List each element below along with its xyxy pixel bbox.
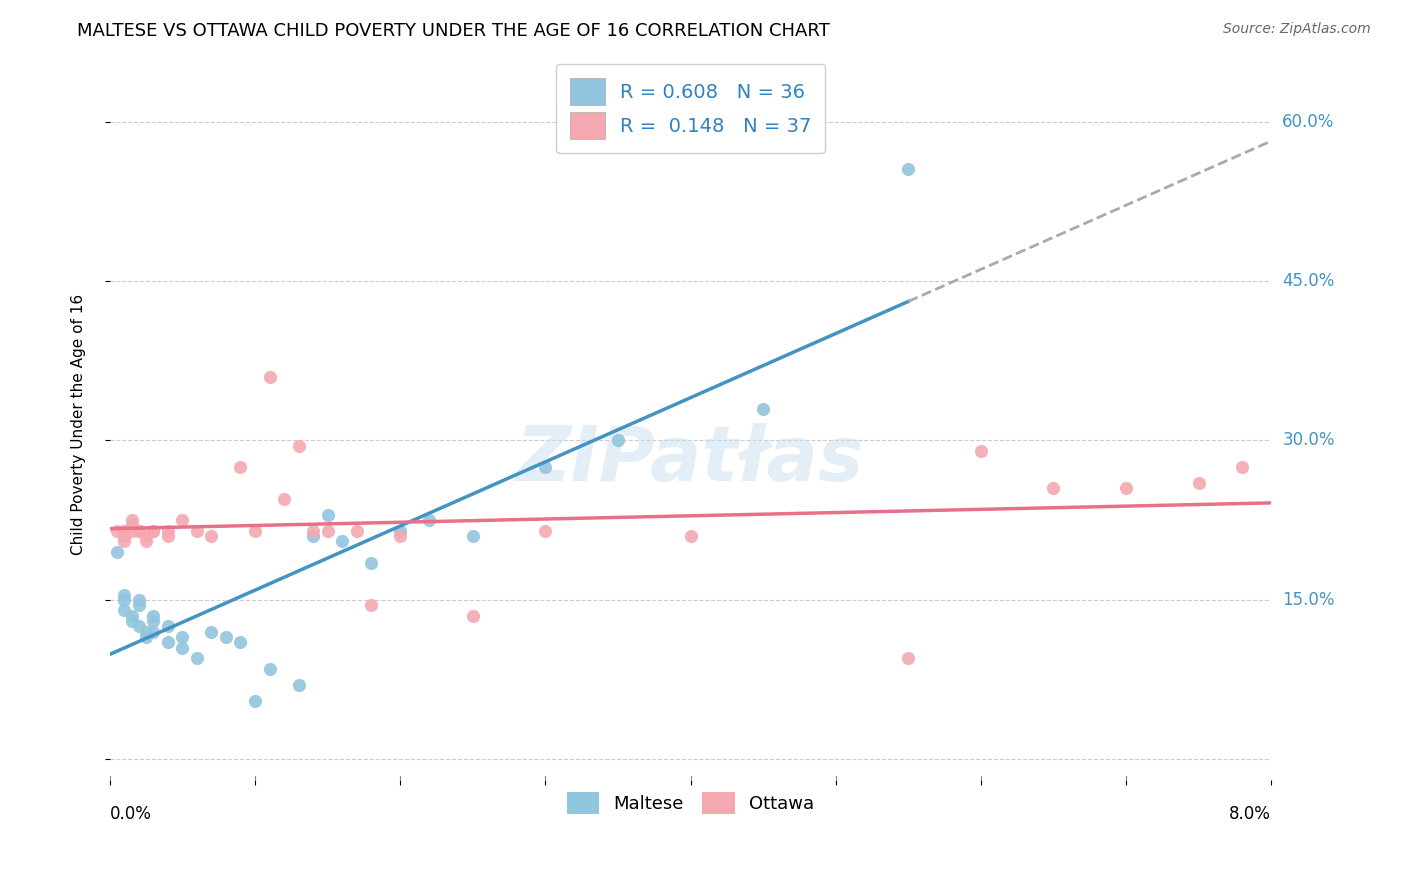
Text: 0.0%: 0.0% [110, 805, 152, 823]
Point [186, 524, 208, 538]
Point [142, 608, 165, 623]
Point [128, 524, 150, 538]
Point [128, 619, 150, 633]
Point [121, 524, 143, 538]
Point [1115, 481, 1137, 495]
Point [112, 603, 135, 617]
Point [606, 434, 628, 448]
Point [316, 508, 339, 522]
Point [273, 491, 295, 506]
Point [112, 524, 135, 538]
Point [135, 630, 157, 644]
Point [128, 592, 150, 607]
Point [360, 556, 382, 570]
Point [287, 678, 309, 692]
Point [142, 524, 165, 538]
Point [534, 460, 557, 475]
Point [534, 524, 557, 538]
Point [302, 529, 325, 543]
Point [142, 624, 165, 639]
Point [105, 545, 128, 559]
Point [200, 624, 222, 639]
Point [360, 598, 382, 612]
Point [897, 162, 920, 177]
Point [121, 614, 143, 628]
Point [156, 635, 179, 649]
Point [287, 439, 309, 453]
Point [128, 524, 150, 538]
Point [156, 529, 179, 543]
Point [142, 614, 165, 628]
Point [1230, 460, 1253, 475]
Point [135, 624, 157, 639]
Point [330, 534, 353, 549]
Point [461, 529, 484, 543]
Text: ZIPatłas: ZIPatłas [516, 423, 865, 497]
Point [1187, 475, 1209, 490]
Point [172, 640, 194, 655]
Point [142, 524, 165, 538]
Text: 60.0%: 60.0% [1282, 112, 1334, 130]
Point [752, 401, 775, 416]
Point [897, 651, 920, 665]
Point [105, 524, 128, 538]
Point [135, 529, 157, 543]
Text: Source: ZipAtlas.com: Source: ZipAtlas.com [1223, 22, 1371, 37]
Point [112, 588, 135, 602]
Point [1042, 481, 1064, 495]
Point [172, 630, 194, 644]
Text: 15.0%: 15.0% [1282, 591, 1334, 609]
Point [243, 524, 266, 538]
Point [389, 529, 412, 543]
Point [389, 524, 412, 538]
Point [259, 662, 281, 676]
Point [346, 524, 368, 538]
Point [112, 534, 135, 549]
Legend: Maltese, Ottawa: Maltese, Ottawa [560, 785, 821, 822]
Point [461, 608, 484, 623]
Text: 8.0%: 8.0% [1229, 805, 1271, 823]
Point [302, 524, 325, 538]
Point [215, 630, 238, 644]
Point [121, 513, 143, 527]
Point [128, 598, 150, 612]
Point [156, 619, 179, 633]
Point [970, 444, 993, 458]
Text: MALTESE VS OTTAWA CHILD POVERTY UNDER THE AGE OF 16 CORRELATION CHART: MALTESE VS OTTAWA CHILD POVERTY UNDER TH… [77, 22, 830, 40]
Point [172, 513, 194, 527]
Point [112, 529, 135, 543]
Point [229, 635, 252, 649]
Point [316, 524, 339, 538]
Point [243, 694, 266, 708]
Point [418, 513, 440, 527]
Point [135, 534, 157, 549]
Point [679, 529, 702, 543]
Y-axis label: Child Poverty Under the Age of 16: Child Poverty Under the Age of 16 [72, 294, 86, 555]
Point [259, 369, 281, 384]
Text: 45.0%: 45.0% [1282, 272, 1334, 290]
Point [112, 592, 135, 607]
Point [121, 518, 143, 533]
Point [121, 608, 143, 623]
Point [186, 651, 208, 665]
Point [156, 524, 179, 538]
Point [200, 529, 222, 543]
Text: 30.0%: 30.0% [1282, 432, 1334, 450]
Point [229, 460, 252, 475]
